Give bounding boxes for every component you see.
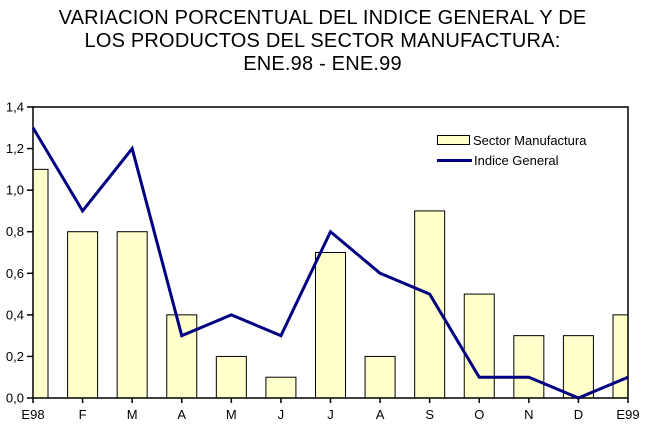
x-tick-label-11: D: [574, 407, 583, 422]
x-tick-label-2: M: [127, 407, 138, 422]
legend-item-sector-manufactura: Sector Manufactura: [437, 130, 586, 150]
x-tick-label-12: E99: [616, 407, 639, 422]
y-tick-label-6: 1,2: [6, 141, 24, 156]
chart-title-line-2: LOS PRODUCTOS DEL SECTOR MANUFACTURA:: [84, 30, 561, 52]
x-tick-label-8: S: [425, 407, 434, 422]
bar-D-11: [562, 335, 594, 398]
bar-series-swatch-icon: [437, 135, 470, 145]
bar-O-9: [463, 293, 495, 398]
x-tick-label-4: M: [226, 407, 237, 422]
chart-title-line-3: ENE.98 - ENE.99: [243, 53, 402, 75]
bar-S-8: [414, 210, 446, 398]
legend-label-indice-general: Indice General: [474, 152, 559, 168]
bar-E98-0: [33, 168, 49, 398]
y-tick-label-2: 0,4: [6, 307, 24, 322]
x-tick-label-1: F: [79, 407, 87, 422]
bar-J-6: [315, 252, 346, 398]
bar-A-3: [166, 314, 198, 398]
y-tick-label-4: 0,8: [6, 224, 24, 239]
legend: Sector Manufactura Indice General: [437, 130, 586, 170]
bar-series-group: [33, 168, 628, 398]
legend-label-sector-manufactura: Sector Manufactura: [473, 132, 587, 148]
y-tick-label-3: 0,6: [6, 266, 24, 281]
bar-J-5: [265, 376, 297, 398]
x-tick-label-3: A: [177, 407, 186, 422]
bar-N-10: [513, 335, 545, 398]
bar-M-2: [116, 231, 148, 398]
x-tick-label-10: N: [524, 407, 533, 422]
x-tick-label-9: O: [474, 407, 484, 422]
x-tick-label-7: A: [376, 407, 385, 422]
x-tick-label-6: J: [327, 407, 334, 422]
y-tick-label-0: 0,0: [6, 391, 24, 406]
chart-title: VARIACION PORCENTUAL DEL INDICE GENERAL …: [0, 7, 645, 76]
bar-M-4: [215, 355, 247, 398]
y-tick-label-5: 1,0: [6, 183, 24, 198]
bar-F-1: [67, 231, 99, 398]
y-tick-label-7: 1,4: [6, 100, 24, 115]
x-tick-label-0: E98: [21, 407, 44, 422]
legend-item-indice-general: Indice General: [437, 150, 586, 170]
y-tick-label-1: 0,2: [6, 349, 24, 364]
x-tick-label-5: J: [278, 407, 285, 422]
bar-A-7: [364, 355, 396, 398]
line-series-swatch-icon: [437, 158, 472, 162]
chart-title-line-1: VARIACION PORCENTUAL DEL INDICE GENERAL …: [58, 7, 587, 29]
indice-general-line: [31, 127, 629, 400]
